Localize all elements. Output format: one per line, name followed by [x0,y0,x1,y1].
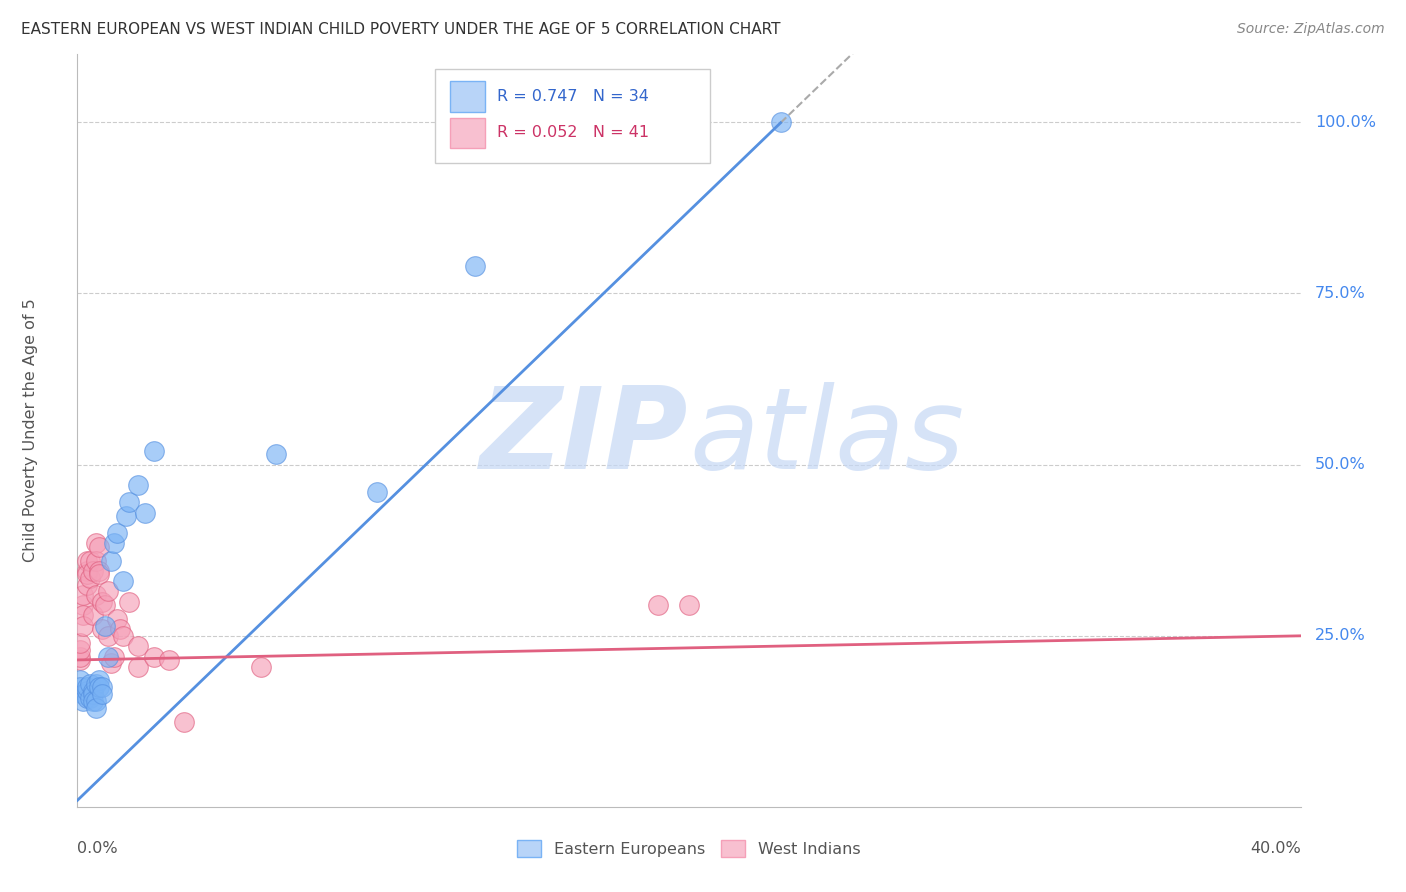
Point [76,564,98,578]
Point [69,649,91,664]
Point [82,608,104,623]
Point [90,622,112,636]
Point [79,571,101,585]
Point [173,714,195,729]
Text: Source: ZipAtlas.com: Source: ZipAtlas.com [1237,22,1385,37]
Point [79,553,101,567]
Point [108,622,131,636]
Point [69,642,91,657]
Point [87,673,110,688]
Point [100,657,122,671]
Point [127,478,149,492]
Text: EASTERN EUROPEAN VS WEST INDIAN CHILD POVERTY UNDER THE AGE OF 5 CORRELATION CHA: EASTERN EUROPEAN VS WEST INDIAN CHILD PO… [21,22,780,37]
Point [118,595,141,609]
Point [76,553,98,567]
Point [69,653,91,667]
Point [103,536,125,550]
Point [90,595,112,609]
Legend: Eastern Europeans, West Indians: Eastern Europeans, West Indians [510,834,868,863]
Point [72,687,94,701]
Point [84,588,107,602]
Point [79,690,101,705]
Point [647,598,669,612]
Point [82,687,104,701]
Point [90,681,112,695]
Point [72,598,94,612]
Point [366,485,388,500]
Point [76,690,98,705]
Point [87,681,110,695]
Point [112,574,135,589]
Point [84,701,107,715]
Point [82,683,104,698]
Point [76,683,98,698]
Point [127,639,149,653]
Point [115,509,138,524]
Point [157,653,180,667]
Point [69,673,91,688]
Text: 25.0%: 25.0% [1315,629,1367,643]
Point [118,495,141,509]
Point [90,687,112,701]
Text: 75.0%: 75.0% [1315,285,1367,301]
FancyBboxPatch shape [450,81,485,112]
Point [264,447,287,461]
Point [76,567,98,582]
Point [97,584,120,599]
Text: Child Poverty Under the Age of 5: Child Poverty Under the Age of 5 [24,299,38,562]
Point [76,577,98,591]
Point [678,598,700,612]
Point [100,553,122,567]
Text: 50.0%: 50.0% [1315,458,1367,472]
Point [97,649,120,664]
Point [105,612,128,626]
Point [69,636,91,650]
Point [87,564,110,578]
Point [87,540,110,554]
Point [112,629,135,643]
Point [127,660,149,674]
Point [72,608,94,623]
Text: ZIP: ZIP [481,383,689,493]
FancyBboxPatch shape [450,118,485,148]
Point [464,259,486,273]
Point [79,677,101,691]
Point [250,660,273,674]
Text: atlas: atlas [689,383,965,493]
Text: R = 0.052   N = 41: R = 0.052 N = 41 [496,125,650,140]
Point [769,115,792,129]
Point [142,649,165,664]
Point [87,567,110,582]
Text: 100.0%: 100.0% [1315,114,1376,129]
Point [94,598,117,612]
Point [103,649,125,664]
Point [82,564,104,578]
Point [72,588,94,602]
Point [84,677,107,691]
Point [72,694,94,708]
FancyBboxPatch shape [434,69,710,163]
Point [142,444,165,458]
Point [105,526,128,541]
Text: 40.0%: 40.0% [1250,841,1301,856]
Point [84,694,107,708]
Point [134,506,156,520]
Point [69,681,91,695]
Text: 0.0%: 0.0% [77,841,118,856]
Point [94,618,117,632]
Point [97,629,120,643]
Text: R = 0.747   N = 34: R = 0.747 N = 34 [496,89,648,104]
Point [84,553,107,567]
Point [84,536,107,550]
Point [76,681,98,695]
Point [82,694,104,708]
Point [72,618,94,632]
